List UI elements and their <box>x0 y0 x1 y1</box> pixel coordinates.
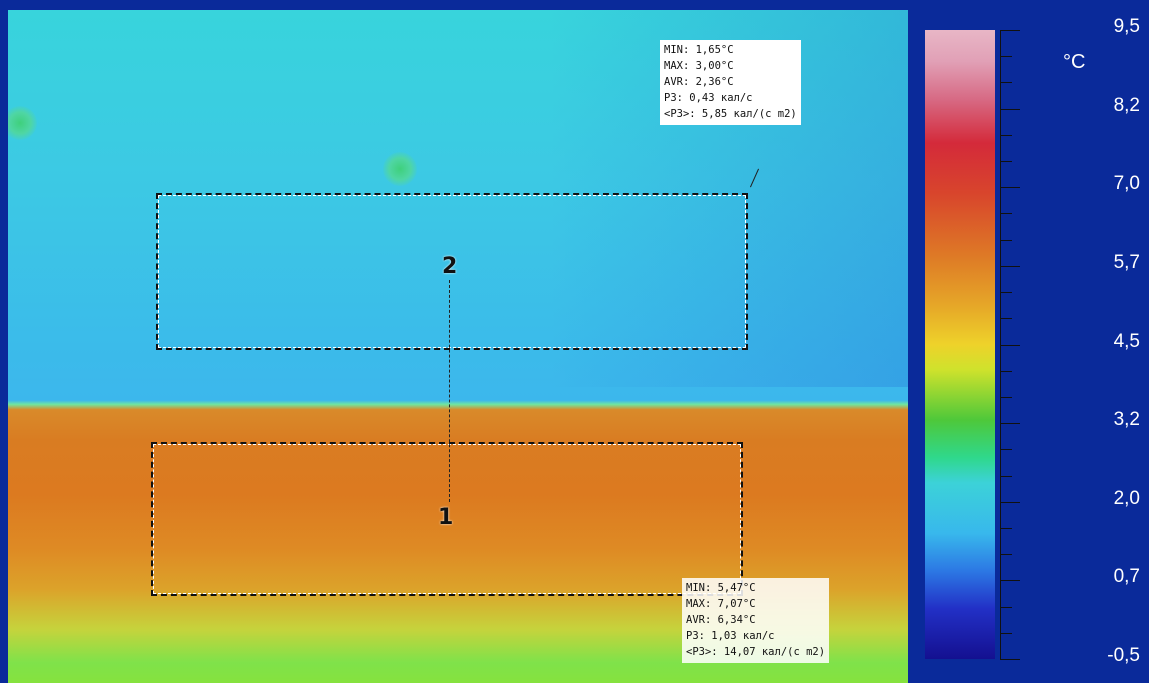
scale-tick-minor <box>1000 134 1012 136</box>
leader-line <box>449 280 450 502</box>
scale-tick-minor <box>1000 161 1012 163</box>
stat-p3-1: P3: 1,03 кал/с <box>686 630 775 642</box>
scale-tick-minor <box>1000 239 1012 241</box>
scale-tick-minor <box>1000 82 1012 84</box>
roi-label-1: 1 <box>438 505 454 530</box>
roi-box-1[interactable] <box>151 442 743 596</box>
stat-avr-2: AVR: 2,36°C <box>664 76 734 88</box>
scale-tick-minor <box>1000 318 1012 320</box>
scale-tick-minor <box>1000 527 1012 529</box>
stat-p3avg-1: <P3>: 14,07 кал/(с m2) <box>686 646 826 658</box>
scale-tick-major-1 <box>1000 108 1020 110</box>
scale-label-4: 4,5 <box>1113 330 1140 352</box>
stat-min-2: MIN: 1,65°C <box>664 44 734 56</box>
scale-tick-minor <box>1000 292 1012 294</box>
scale-label-7: 0,7 <box>1113 566 1140 588</box>
scale-tick-minor <box>1000 213 1012 215</box>
stat-min-1: MIN: 5,47°C <box>686 582 756 594</box>
scale-tick-minor <box>1000 632 1012 634</box>
scale-tick-major-0 <box>1000 30 1020 31</box>
scale-tick-minor <box>1000 56 1012 58</box>
stat-p3avg-2: <P3>: 5,85 кал/(с m2) <box>664 108 797 120</box>
scale-tick-minor <box>1000 370 1012 372</box>
stat-avr-1: AVR: 6,34°C <box>686 614 756 626</box>
hotspot-marker-2 <box>383 152 417 186</box>
scale-label-5: 3,2 <box>1113 409 1140 431</box>
unit-label: °C <box>1063 51 1086 73</box>
scale-label-8: -0,5 <box>1107 645 1140 666</box>
scale-tick-major-7 <box>1000 580 1020 582</box>
scale-tick-minor <box>1000 449 1012 451</box>
stats-box-1: MIN: 5,47°C MAX: 7,07°C AVR: 6,34°C P3: … <box>682 578 830 663</box>
scale-tick-major-3 <box>1000 265 1020 267</box>
scale-tick-major-4 <box>1000 344 1020 346</box>
scale-label-6: 2,0 <box>1113 487 1140 509</box>
scale-tick-minor <box>1000 554 1012 556</box>
roi-label-2: 2 <box>442 254 458 279</box>
scale-tick-minor <box>1000 606 1012 608</box>
scale-tick-major-8 <box>1000 659 1020 660</box>
scale-tick-major-6 <box>1000 501 1020 503</box>
scale-label-1: 8,2 <box>1113 94 1140 116</box>
hotspot-marker-1 <box>8 106 37 140</box>
stat-max-2: MAX: 3,00°C <box>664 60 734 72</box>
scale-tick-major-2 <box>1000 187 1020 189</box>
scale-label-0: 9,5 <box>1113 16 1140 37</box>
scale-tick-major-5 <box>1000 423 1020 425</box>
scale-label-3: 5,7 <box>1113 251 1140 273</box>
stat-p3-2: P3: 0,43 кал/с <box>664 92 753 104</box>
stats-box-2: MIN: 1,65°C MAX: 3,00°C AVR: 2,36°C P3: … <box>660 40 801 125</box>
scale-tick-minor <box>1000 475 1012 477</box>
scale-label-2: 7,0 <box>1113 173 1140 195</box>
roi-box-2[interactable] <box>156 193 748 350</box>
scale-tick-minor <box>1000 396 1012 398</box>
color-scale-bar <box>925 30 995 659</box>
stat-max-1: MAX: 7,07°C <box>686 598 756 610</box>
